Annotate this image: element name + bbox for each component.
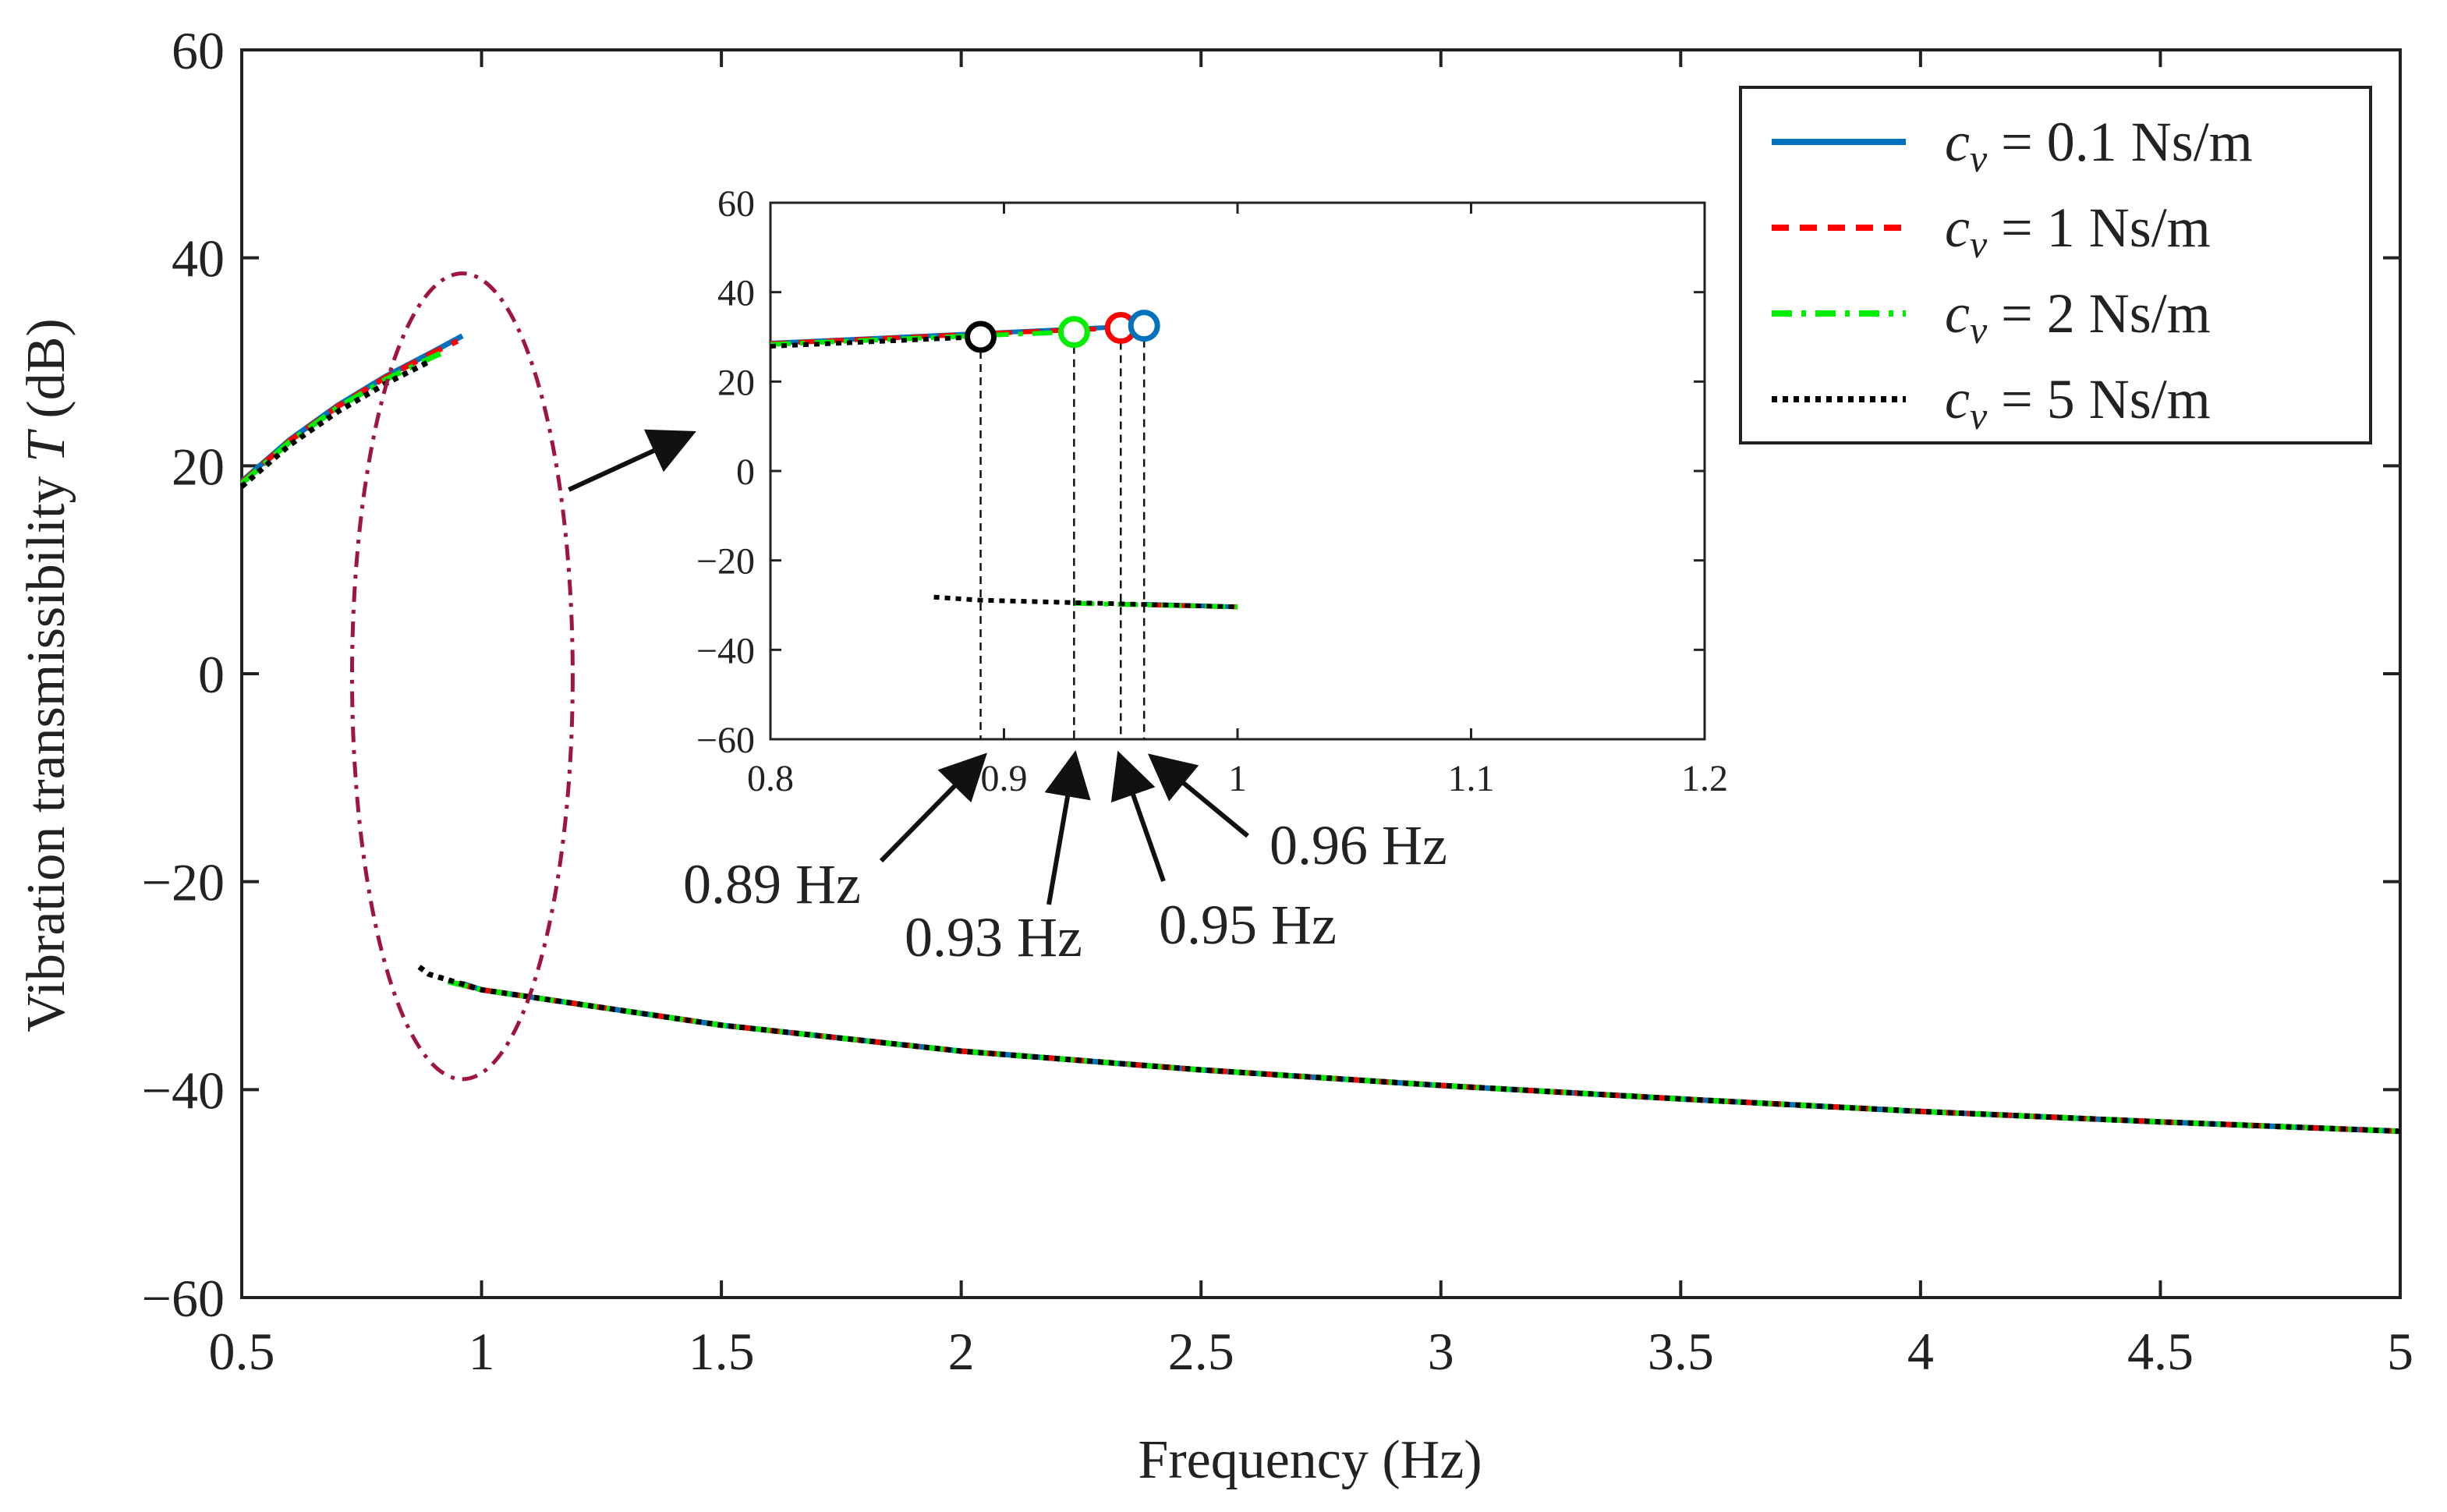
x-tick-label: 2.5 — [1168, 1322, 1234, 1381]
legend-box — [1739, 86, 2372, 444]
y-tick-label: 0 — [198, 645, 225, 704]
y-axis-label-prefix: Vibration transmissibility — [16, 462, 76, 1032]
inset-x-tick-label: 0.8 — [747, 758, 794, 799]
y-axis-label-symbol: T — [16, 428, 76, 462]
y-tick-label: 20 — [172, 437, 225, 496]
legend-subscript: v — [1970, 222, 1988, 266]
frequency-arrow — [1044, 750, 1091, 905]
inset-x-tick-label: 1.1 — [1448, 758, 1495, 799]
y-axis-label: Vibration transmissibility T (dB) — [16, 318, 76, 1032]
inset-y-tick-label: −20 — [696, 541, 755, 582]
inset-y-tick-label: 20 — [717, 362, 755, 403]
x-tick-label: 3 — [1428, 1322, 1454, 1381]
legend-value: = 2 Ns/m — [1987, 282, 2211, 345]
main-series-line — [417, 965, 2401, 1135]
inset-x-tick-label: 0.9 — [981, 758, 1028, 799]
y-tick-label: −20 — [142, 853, 225, 912]
legend-entry-label: cv = 0.1 Ns/m — [1945, 111, 2253, 180]
legend-symbol: c — [1945, 197, 1970, 259]
x-axis-label: Frequency (Hz) — [1138, 1430, 1482, 1490]
inset-y-tick-label: −60 — [696, 720, 755, 761]
y-axis-label-suffix: (dB) — [16, 318, 76, 432]
legend-symbol: c — [1945, 282, 1970, 345]
inset-x-tick-label: 1.2 — [1681, 758, 1728, 799]
frequency-label: 0.93 Hz — [905, 906, 1082, 968]
zoom-arrow — [568, 429, 696, 492]
frequency-arrow — [1147, 753, 1249, 838]
jump-point-marker — [1128, 310, 1160, 342]
legend-entry-label: cv = 5 Ns/m — [1945, 368, 2211, 437]
zoom-ellipse — [349, 271, 575, 1082]
jump-point-marker — [1057, 316, 1090, 349]
inset-y-tick-label: 60 — [717, 183, 755, 225]
legend-value: = 5 Ns/m — [1987, 368, 2211, 430]
legend-symbol: c — [1945, 111, 1970, 173]
legend-entry-label: cv = 1 Ns/m — [1945, 197, 2211, 266]
frequency-arrow — [879, 752, 987, 863]
legend-subscript: v — [1970, 394, 1988, 437]
y-tick-label: −40 — [142, 1061, 225, 1120]
frequency-label: 0.89 Hz — [683, 853, 861, 915]
legend-symbol: c — [1945, 368, 1970, 430]
inset-y-tick-label: 40 — [717, 273, 755, 314]
legend-value: = 1 Ns/m — [1987, 197, 2211, 259]
x-tick-label: 2 — [948, 1322, 975, 1381]
x-tick-label: 5 — [2387, 1322, 2413, 1381]
x-tick-label: 1 — [469, 1322, 495, 1381]
inset-series-line — [770, 335, 981, 349]
inset-y-tick-label: 0 — [736, 451, 755, 493]
jump-point-marker — [965, 320, 997, 353]
frequency-label: 0.96 Hz — [1270, 814, 1447, 876]
legend-entry-label: cv = 2 Ns/m — [1945, 282, 2211, 352]
frequency-label: 0.95 Hz — [1159, 894, 1337, 956]
inset-frame — [769, 201, 1706, 741]
x-tick-label: 4.5 — [2127, 1322, 2194, 1381]
zoom-region-ellipse — [349, 271, 696, 1082]
x-tick-label: 0.5 — [209, 1322, 275, 1381]
x-tick-label: 4 — [1907, 1322, 1934, 1381]
inset-y-tick-label: −40 — [696, 630, 755, 671]
annotations: 0.89 Hz 0.93 Hz 0.95 Hz 0.96 Hz — [683, 750, 1447, 968]
x-tick-label: 1.5 — [689, 1322, 755, 1381]
inset-plot: 0.8 0.9 1 1.1 1.2 −60 −40 −20 0 20 40 60 — [696, 183, 1728, 799]
inset-x-tick-label: 1 — [1228, 758, 1247, 799]
legend: cv = 0.1 Ns/mcv = 1 Ns/mcv = 2 Ns/mcv = … — [1739, 86, 2372, 444]
legend-value: = 0.1 Ns/m — [1987, 111, 2253, 173]
x-tick-label: 3.5 — [1648, 1322, 1714, 1381]
legend-subscript: v — [1970, 308, 1988, 352]
legend-subscript: v — [1970, 136, 1988, 180]
main-series-line — [239, 359, 430, 489]
inset-series-line — [933, 594, 1238, 610]
y-tick-label: 60 — [172, 21, 225, 80]
y-tick-label: 40 — [172, 229, 225, 289]
frequency-arrow — [1110, 750, 1166, 882]
y-tick-label: −60 — [142, 1269, 225, 1328]
main-plot: 0.5 1 1.5 2 2.5 3 3.5 4 4.5 5 −60 −40 −20 0 20 40 60 — [142, 21, 2413, 1381]
